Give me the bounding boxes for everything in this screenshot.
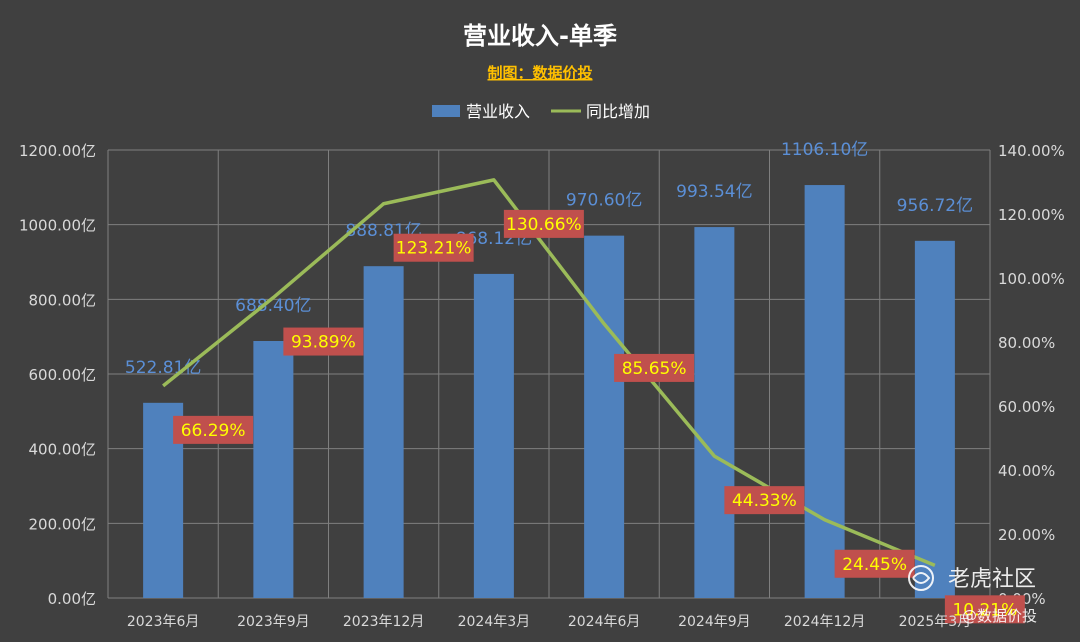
y-tick-left: 800.00亿	[29, 291, 97, 309]
growth-label: 10.21%	[944, 595, 1025, 624]
growth-label-text: 130.66%	[506, 215, 582, 235]
y-tick-left: 200.00亿	[29, 515, 97, 533]
y-tick-right: 120.00%	[998, 206, 1065, 224]
bar-value-label: 970.60亿	[566, 191, 642, 211]
y-tick-right: 140.00%	[998, 142, 1065, 160]
y-tick-right: 60.00%	[998, 398, 1055, 416]
legend-line-label: 同比增加	[586, 102, 650, 121]
x-axis: 2023年6月 2023年9月 2023年12月 2024年3月 2024年6月 2024…	[127, 614, 971, 630]
y-tick-left: 1000.00亿	[19, 217, 96, 235]
growth-label-text: 66.29%	[181, 421, 246, 441]
y-tick-left: 400.00亿	[29, 441, 97, 459]
x-tick: 2023年6月	[127, 614, 200, 630]
chart-subtitle: 制图：数据价投	[487, 64, 592, 82]
growth-label-box	[944, 595, 1025, 624]
y-tick-left: 0.00亿	[48, 590, 96, 608]
legend-bar-swatch	[432, 105, 460, 117]
growth-line	[162, 178, 936, 567]
growth-label: 123.21%	[393, 233, 474, 262]
growth-label: 130.66%	[503, 209, 584, 238]
growth-label-box	[724, 486, 805, 515]
y-tick-right: 100.00%	[998, 270, 1065, 288]
bar-value-label: 522.81亿	[125, 358, 201, 378]
x-tick: 2024年6月	[568, 614, 641, 630]
watermark: 老虎社区 @数据价投	[908, 565, 1037, 625]
growth-label-text: 123.21%	[396, 239, 472, 259]
growth-label: 85.65%	[614, 353, 695, 382]
watermark-sub: @数据价投	[962, 607, 1037, 625]
left-axis: 0.00亿 200.00亿 400.00亿 600.00亿 800.00亿 1000.00…	[19, 142, 96, 608]
bar	[584, 235, 625, 598]
growth-label-text: 44.33%	[732, 491, 797, 511]
x-tick: 2024年3月	[458, 614, 531, 630]
legend: 营业收入 同比增加	[432, 102, 650, 121]
bar-value-label: 956.72亿	[897, 196, 973, 216]
growth-label-text: 10.21%	[952, 600, 1017, 620]
growth-label: 24.45%	[834, 549, 915, 578]
growth-label-box	[283, 327, 364, 356]
x-tick: 2024年9月	[678, 614, 751, 630]
growth-labels: 66.29% 93.89% 123.21% 130.66% 85.65% 44.33% 24…	[173, 209, 1025, 624]
growth-label-box	[614, 353, 695, 382]
bar	[914, 240, 955, 599]
growth-label-text: 85.65%	[622, 359, 687, 379]
y-tick-left: 1200.00亿	[19, 142, 96, 160]
bar	[694, 227, 735, 598]
bar	[473, 273, 514, 598]
tiger-logo-icon	[908, 565, 934, 591]
bar-value-label: 993.54亿	[676, 182, 752, 202]
legend-bar-label: 营业收入	[466, 102, 530, 121]
growth-label-box	[834, 549, 915, 578]
x-tick: 2023年9月	[237, 614, 310, 630]
y-tick-left: 600.00亿	[29, 366, 97, 384]
growth-label-box	[173, 415, 254, 444]
growth-label: 66.29%	[173, 415, 254, 444]
growth-line-path	[162, 178, 936, 567]
bar	[804, 185, 845, 598]
x-tick: 2025年3月	[899, 614, 972, 630]
y-tick-right: 80.00%	[998, 334, 1055, 352]
growth-label-box	[393, 233, 474, 262]
x-tick: 2023年12月	[343, 614, 424, 630]
bar-value-label: 1106.10亿	[781, 140, 868, 160]
growth-label-text: 24.45%	[842, 555, 907, 575]
right-axis: 0.00%20.00%40.00%60.00%80.00%100.00%120.…	[998, 142, 1065, 608]
watermark-main: 老虎社区	[948, 567, 1036, 592]
y-tick-right: 40.00%	[998, 462, 1055, 480]
growth-label-box	[503, 209, 584, 238]
bar	[253, 340, 294, 598]
bar	[363, 266, 404, 598]
growth-label-text: 93.89%	[291, 333, 356, 353]
growth-label: 44.33%	[724, 486, 805, 515]
chart-title: 营业收入-单季	[463, 22, 617, 50]
bars	[143, 185, 955, 599]
growth-label: 93.89%	[283, 327, 364, 356]
y-tick-right: 20.00%	[998, 526, 1055, 544]
x-tick: 2024年12月	[784, 614, 865, 630]
